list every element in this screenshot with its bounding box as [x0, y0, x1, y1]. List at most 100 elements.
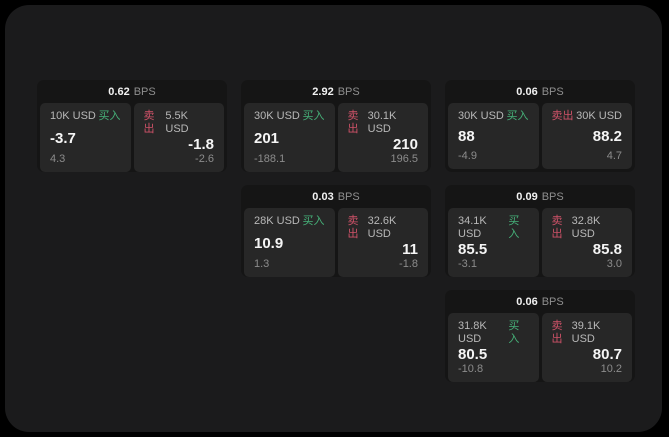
- buy-panel[interactable]: 31.8K USD 买入 80.5 -10.8: [448, 313, 539, 382]
- buy-delta: -4.9: [458, 150, 477, 162]
- bps-value: 0.62: [108, 85, 130, 98]
- sell-price: 11: [402, 241, 418, 258]
- sell-panel-top-row: 卖出 30.1K USD: [348, 110, 419, 136]
- buy-panel[interactable]: 34.1K USD 买入 85.5 -3.1: [448, 208, 539, 277]
- sell-panel[interactable]: 卖出 39.1K USD 80.7 10.2: [541, 313, 632, 382]
- buy-amount: 10K USD: [50, 110, 96, 122]
- quote-cards-grid: 0.62 BPS 10K USD 买入 -3.7 4.3 卖出 5.5K USD…: [37, 80, 635, 382]
- bps-unit-label: BPS: [541, 190, 564, 203]
- buy-panel[interactable]: 10K USD 买入 -3.7 4.3: [40, 103, 131, 172]
- sell-label: 卖出: [551, 110, 574, 122]
- sell-panel[interactable]: 卖出 30K USD 88.2 4.7: [541, 103, 632, 169]
- sell-panel[interactable]: 卖出 30.1K USD 210 196.5: [337, 103, 428, 172]
- bps-unit-label: BPS: [337, 190, 360, 203]
- buy-delta: 1.3: [254, 258, 270, 270]
- buy-delta: -3.1: [458, 258, 477, 270]
- buy-panel-top-row: 30K USD 买入: [254, 110, 325, 123]
- buy-panel[interactable]: 28K USD 买入 10.9 1.3: [244, 208, 335, 277]
- buy-panel-top-row: 30K USD 买入: [458, 110, 529, 123]
- bps-value: 0.06: [516, 295, 538, 308]
- sell-panel-top-row: 卖出 30K USD: [552, 110, 623, 123]
- sell-price: 210: [392, 136, 418, 153]
- bps-unit-label: BPS: [541, 295, 564, 308]
- buy-label: 买入: [508, 320, 520, 345]
- sell-delta: 10.2: [600, 363, 622, 375]
- sell-label: 卖出: [347, 110, 359, 135]
- buy-price: 10.9: [254, 234, 284, 252]
- sell-panel-top-row: 卖出 32.8K USD: [552, 215, 623, 241]
- sell-price: -1.8: [188, 136, 214, 153]
- buy-label: 买入: [508, 215, 520, 240]
- quote-card: 0.62 BPS 10K USD 买入 -3.7 4.3 卖出 5.5K USD…: [37, 80, 227, 172]
- buy-label: 买入: [98, 110, 121, 122]
- sell-label: 卖出: [551, 215, 563, 240]
- sell-delta: 4.7: [606, 150, 622, 162]
- sell-price: 80.7: [592, 346, 622, 363]
- card-header: 0.06 BPS: [445, 290, 635, 313]
- sell-amount: 30K USD: [576, 110, 622, 122]
- buy-panel[interactable]: 30K USD 买入 201 -188.1: [244, 103, 335, 172]
- buy-amount: 31.8K USD: [458, 320, 487, 345]
- quote-card: 0.06 BPS 31.8K USD 买入 80.5 -10.8 卖出 39.1…: [445, 290, 635, 382]
- sell-price: 88.2: [592, 128, 622, 145]
- buy-delta: 4.3: [50, 153, 66, 165]
- sell-panel[interactable]: 卖出 32.6K USD 11 -1.8: [337, 208, 428, 277]
- bps-value: 2.92: [312, 85, 334, 98]
- sell-panel[interactable]: 卖出 32.8K USD 85.8 3.0: [541, 208, 632, 277]
- buy-panel-top-row: 28K USD 买入: [254, 215, 325, 228]
- buy-price: 201: [254, 129, 280, 147]
- card-body: 28K USD 买入 10.9 1.3 卖出 32.6K USD 11 -1.8: [241, 208, 431, 277]
- sell-amount: 5.5K USD: [165, 110, 189, 135]
- buy-panel-top-row: 31.8K USD 买入: [458, 320, 529, 346]
- card-body: 30K USD 买入 88 -4.9 卖出 30K USD 88.2 4.7: [445, 103, 635, 172]
- buy-amount: 28K USD: [254, 215, 300, 227]
- sell-panel[interactable]: 卖出 5.5K USD -1.8 -2.6: [133, 103, 224, 172]
- buy-price: 88: [458, 128, 475, 145]
- bps-unit-label: BPS: [133, 85, 156, 98]
- sell-label: 卖出: [143, 110, 155, 135]
- card-body: 34.1K USD 买入 85.5 -3.1 卖出 32.8K USD 85.8…: [445, 208, 635, 277]
- buy-label: 买入: [506, 110, 529, 122]
- sell-price: 85.8: [592, 241, 622, 258]
- sell-amount: 32.8K USD: [571, 215, 601, 240]
- bps-value: 0.03: [312, 190, 334, 203]
- sell-panel-top-row: 卖出 39.1K USD: [552, 320, 623, 346]
- sell-panel-top-row: 卖出 32.6K USD: [348, 215, 419, 241]
- card-header: 0.62 BPS: [37, 80, 227, 103]
- quote-card: 0.06 BPS 30K USD 买入 88 -4.9 卖出 30K USD 8…: [445, 80, 635, 172]
- quote-card: 2.92 BPS 30K USD 买入 201 -188.1 卖出 30.1K …: [241, 80, 431, 172]
- buy-amount: 34.1K USD: [458, 215, 487, 240]
- card-header: 2.92 BPS: [241, 80, 431, 103]
- buy-amount: 30K USD: [254, 110, 300, 122]
- card-body: 30K USD 买入 201 -188.1 卖出 30.1K USD 210 1…: [241, 103, 431, 172]
- sell-delta: -2.6: [195, 153, 214, 165]
- card-body: 10K USD 买入 -3.7 4.3 卖出 5.5K USD -1.8 -2.…: [37, 103, 227, 172]
- buy-price: 85.5: [458, 241, 488, 258]
- card-header: 0.06 BPS: [445, 80, 635, 103]
- sell-delta: -1.8: [399, 258, 418, 270]
- buy-panel[interactable]: 30K USD 买入 88 -4.9: [448, 103, 539, 169]
- buy-label: 买入: [302, 215, 325, 227]
- sell-panel-top-row: 卖出 5.5K USD: [144, 110, 215, 136]
- bps-value: 0.09: [516, 190, 538, 203]
- card-body: 31.8K USD 买入 80.5 -10.8 卖出 39.1K USD 80.…: [445, 313, 635, 382]
- buy-price: 80.5: [458, 346, 488, 363]
- card-header: 0.09 BPS: [445, 185, 635, 208]
- sell-label: 卖出: [347, 215, 359, 240]
- main-panel: 0.62 BPS 10K USD 买入 -3.7 4.3 卖出 5.5K USD…: [5, 5, 662, 432]
- buy-delta: -188.1: [254, 153, 286, 165]
- bps-unit-label: BPS: [541, 85, 564, 98]
- sell-delta: 196.5: [390, 153, 418, 165]
- sell-amount: 30.1K USD: [367, 110, 397, 135]
- buy-label: 买入: [302, 110, 325, 122]
- quote-card: 0.09 BPS 34.1K USD 买入 85.5 -3.1 卖出 32.8K…: [445, 185, 635, 277]
- buy-panel-top-row: 34.1K USD 买入: [458, 215, 529, 241]
- sell-amount: 32.6K USD: [367, 215, 397, 240]
- buy-panel-top-row: 10K USD 买入: [50, 110, 121, 123]
- sell-delta: 3.0: [606, 258, 622, 270]
- buy-amount: 30K USD: [458, 110, 504, 122]
- bps-unit-label: BPS: [337, 85, 360, 98]
- quote-card: 0.03 BPS 28K USD 买入 10.9 1.3 卖出 32.6K US…: [241, 185, 431, 277]
- sell-amount: 39.1K USD: [571, 320, 601, 345]
- buy-price: -3.7: [50, 129, 76, 147]
